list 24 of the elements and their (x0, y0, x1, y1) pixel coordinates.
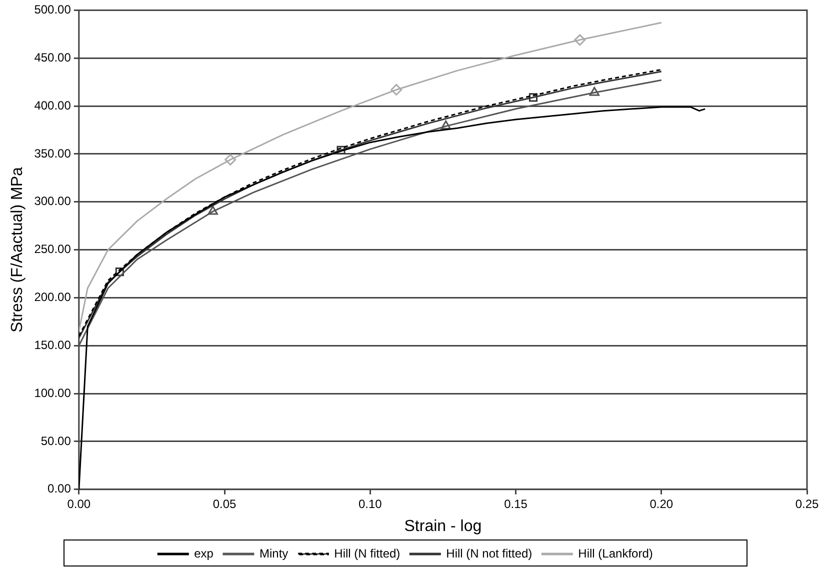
x-tick-label: 0.10 (358, 496, 382, 511)
y-tick-label: 400.00 (34, 98, 72, 112)
legend-label: Minty (259, 546, 288, 560)
y-tick-label: 100.00 (34, 386, 72, 400)
y-tick-label: 50.00 (40, 434, 72, 448)
y-tick-label: 500.00 (34, 2, 72, 17)
legend-label: Hill (Lankford) (578, 546, 653, 560)
x-tick-label: 0.00 (67, 496, 91, 511)
y-tick-label: 200.00 (34, 290, 72, 304)
x-tick-label: 0.25 (795, 496, 819, 511)
y-tick-label: 150.00 (34, 338, 72, 352)
y-axis-title: Stress (F/Aactual) MPa (9, 167, 26, 332)
legend-label: exp (194, 546, 214, 560)
x-tick-label: 0.15 (504, 496, 528, 511)
y-tick-label: 0.00 (48, 482, 72, 496)
x-axis-title: Strain - log (404, 518, 482, 535)
legend-label: Hill (N not fitted) (446, 546, 532, 560)
legend-label: Hill (N fitted) (334, 546, 400, 560)
y-tick-label: 350.00 (34, 146, 72, 160)
y-tick-label: 300.00 (34, 194, 72, 208)
x-tick-label: 0.05 (212, 496, 237, 511)
x-tick-label: 0.20 (650, 496, 674, 511)
y-tick-label: 250.00 (34, 242, 72, 256)
y-tick-label: 450.00 (34, 50, 72, 64)
